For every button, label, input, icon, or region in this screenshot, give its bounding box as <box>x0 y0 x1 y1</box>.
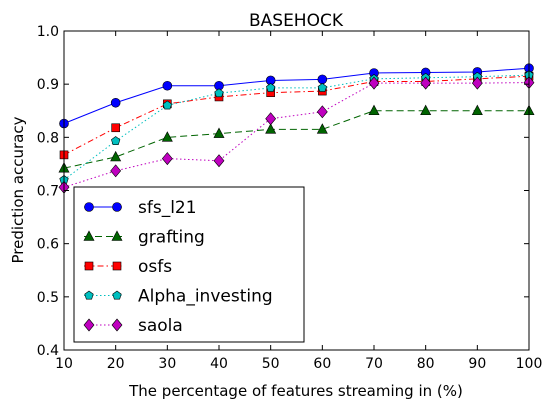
data-point <box>266 83 276 92</box>
y-tick-label: 0.9 <box>37 77 59 93</box>
legend-entry: sfs_l21 <box>84 198 197 218</box>
data-point <box>317 83 327 92</box>
legend-entry: osfs <box>84 257 172 277</box>
series-line <box>63 74 530 181</box>
data-point <box>265 123 277 134</box>
data-point <box>213 127 225 138</box>
legend-label: osfs <box>138 257 172 277</box>
legend-marker <box>112 290 122 300</box>
legend-label: saola <box>138 316 183 336</box>
legend-label: Alpha_investing <box>138 287 273 307</box>
series-line <box>63 82 530 188</box>
series-grafting <box>58 104 535 173</box>
legend-box <box>73 186 305 343</box>
series-layer <box>58 63 535 194</box>
y-tick-label: 0.4 <box>37 343 59 359</box>
legend-marker <box>83 230 95 241</box>
x-tick-label: 90 <box>468 356 486 372</box>
x-tick-label: 20 <box>107 356 125 372</box>
legend-marker <box>112 261 122 271</box>
legend-label: grafting <box>138 228 205 248</box>
data-point <box>213 154 225 168</box>
legend-marker <box>111 318 123 332</box>
legend-marker <box>112 202 122 212</box>
data-point <box>162 80 173 91</box>
legend-label: sfs_l21 <box>138 198 197 218</box>
legend-entry: saola <box>83 316 183 336</box>
data-point <box>420 104 432 116</box>
data-point <box>111 123 120 133</box>
x-tick-label: 50 <box>262 356 280 372</box>
x-tick-label: 70 <box>365 356 383 372</box>
ticks-layer: 10 20 30 40 50 60 70 80 90 100 0.4 0.5 0.6 0.7 0.8 0.9 1… <box>37 24 543 372</box>
legend-entry: grafting <box>83 228 205 248</box>
chart-title: BASEHOCK <box>249 11 344 31</box>
series-alpha-investing <box>59 70 534 184</box>
legend-marker <box>84 290 94 300</box>
data-point <box>317 74 328 85</box>
x-tick-label: 100 <box>516 356 543 372</box>
y-tick-label: 0.7 <box>37 184 59 200</box>
data-point <box>161 131 173 142</box>
data-point <box>316 105 328 119</box>
data-point <box>161 152 173 166</box>
data-point <box>316 123 328 134</box>
x-tick-label: 80 <box>417 356 435 372</box>
x-tick-label: 60 <box>313 356 331 372</box>
y-tick-label: 0.5 <box>37 290 59 306</box>
series-sfs-l21 <box>59 63 534 129</box>
x-axis-label: The percentage of features streaming in … <box>128 382 463 400</box>
legend-marker <box>84 202 94 212</box>
data-point <box>111 136 121 145</box>
x-tick-label: 10 <box>55 356 73 372</box>
y-tick-label: 1.0 <box>37 24 59 40</box>
y-tick-label: 0.8 <box>37 130 59 146</box>
x-tick-label: 40 <box>210 356 228 372</box>
series-line <box>63 67 530 124</box>
series-saola <box>58 76 535 194</box>
data-point <box>471 104 483 116</box>
legend-marker <box>84 261 94 271</box>
legend-marker <box>83 318 95 332</box>
data-point <box>110 97 121 108</box>
series-line <box>63 110 529 169</box>
data-point <box>368 76 380 90</box>
data-point <box>420 76 432 90</box>
data-point <box>368 104 380 116</box>
series-line <box>63 75 530 156</box>
data-point <box>110 150 122 162</box>
y-tick-label: 0.6 <box>37 237 59 253</box>
data-point <box>265 112 277 126</box>
data-point <box>214 88 224 98</box>
series-osfs <box>59 71 534 160</box>
legend-entry: Alpha_investing <box>84 287 273 307</box>
data-point <box>110 164 122 178</box>
data-point <box>162 100 172 110</box>
x-tick-label: 30 <box>158 356 176 372</box>
y-axis-label: Prediction accuracy <box>9 116 27 263</box>
data-point <box>471 76 483 90</box>
legend-marker <box>111 230 123 241</box>
